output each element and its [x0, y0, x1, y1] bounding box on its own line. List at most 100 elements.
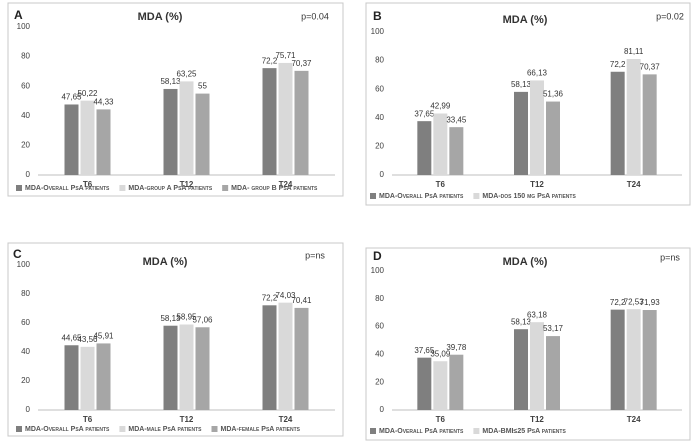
- y-tick-label: 20: [21, 376, 30, 385]
- value-label: 75,71: [275, 51, 296, 60]
- value-label: 63,18: [527, 310, 548, 319]
- bar: [96, 343, 111, 410]
- x-tick-label: T24: [627, 180, 641, 189]
- legend-swatch: [370, 193, 376, 199]
- value-label: 58,13: [511, 80, 532, 89]
- x-tick-label: T12: [530, 415, 544, 424]
- value-label: 58,95: [176, 313, 197, 322]
- value-label: 39,78: [446, 343, 467, 352]
- y-tick-label: 80: [375, 56, 384, 65]
- value-label: 71,93: [640, 298, 661, 307]
- bar: [64, 345, 79, 410]
- bar: [195, 93, 210, 175]
- y-tick-label: 60: [21, 81, 30, 90]
- value-label: 50,22: [77, 89, 98, 98]
- value-label: 58,13: [160, 314, 181, 323]
- value-label: 57,06: [192, 315, 213, 324]
- value-label: 74,03: [275, 291, 296, 300]
- legend-label: MDA- group B PsA patients: [231, 185, 318, 192]
- y-tick-label: 0: [26, 405, 31, 414]
- chart-title: MDA (%): [503, 256, 548, 268]
- legend-swatch: [473, 193, 480, 199]
- y-tick-label: 40: [375, 350, 384, 359]
- legend-label: MDA-dos 150 mg PsA patients: [482, 193, 576, 200]
- bar: [449, 354, 464, 410]
- bar: [163, 88, 178, 175]
- value-label: 72,53: [624, 297, 645, 306]
- y-tick-label: 20: [375, 142, 384, 151]
- bar: [530, 80, 544, 175]
- bar: [642, 74, 657, 175]
- value-label: 35,09: [430, 349, 451, 358]
- legend-label: MDA-female PsA patients: [221, 426, 301, 433]
- legend-swatch: [119, 426, 126, 432]
- bar: [449, 127, 464, 175]
- value-label: 72,2: [610, 298, 626, 307]
- y-tick-label: 80: [21, 52, 30, 61]
- x-tick-label: T6: [436, 180, 446, 189]
- bar: [278, 62, 293, 175]
- y-tick-label: 20: [21, 141, 30, 150]
- value-label: 63,25: [176, 69, 197, 78]
- y-tick-label: 0: [380, 405, 385, 414]
- y-tick-label: 0: [26, 170, 31, 179]
- legend-swatch: [370, 428, 376, 434]
- x-tick-label: T6: [83, 415, 93, 424]
- value-label: 72,2: [262, 56, 278, 65]
- value-label: 72,2: [610, 60, 626, 69]
- p-value: p=0.04: [301, 11, 329, 21]
- bar: [610, 71, 625, 175]
- legend-swatch: [16, 185, 22, 191]
- x-tick-label: T12: [530, 180, 544, 189]
- bar: [163, 325, 178, 410]
- y-tick-label: 20: [375, 377, 384, 386]
- panel-letter: D: [373, 249, 382, 263]
- x-tick-label: T12: [180, 415, 194, 424]
- bar: [96, 109, 111, 175]
- value-label: 33,45: [446, 115, 467, 124]
- bar: [417, 121, 432, 175]
- bar: [64, 104, 79, 175]
- value-label: 81,11: [624, 47, 644, 56]
- legend-swatch: [119, 185, 126, 191]
- bar: [278, 302, 293, 410]
- chart-panel: D MDA (%) p=ns 0 20 40 60 80 100 T6 T12 T24 37,65 58,…: [365, 247, 691, 441]
- legend-label: MDA-Overall PsA patients: [379, 428, 464, 435]
- value-label: 70,37: [291, 59, 312, 68]
- legend-label: MDA-Overall PsA patients: [25, 426, 110, 433]
- bar: [530, 322, 544, 410]
- legend-swatch: [16, 426, 22, 432]
- value-label: 43,56: [77, 335, 98, 344]
- bar: [80, 346, 95, 410]
- bar: [433, 113, 448, 175]
- y-tick-label: 40: [21, 347, 30, 356]
- bar: [433, 361, 448, 410]
- y-tick-label: 100: [371, 27, 385, 36]
- y-tick-label: 100: [17, 260, 31, 269]
- value-label: 44,33: [93, 98, 114, 107]
- y-tick-label: 40: [21, 111, 30, 120]
- bar: [179, 81, 194, 175]
- value-label: 53,17: [543, 324, 564, 333]
- value-label: 42,99: [430, 102, 451, 111]
- value-label: 66,13: [527, 69, 548, 78]
- bar: [262, 305, 277, 410]
- bar: [262, 68, 277, 175]
- x-tick-label: T24: [279, 415, 293, 424]
- x-tick-label: T6: [436, 415, 446, 424]
- legend-swatch: [222, 185, 229, 191]
- value-label: 37,65: [414, 109, 435, 118]
- p-value: p=ns: [305, 250, 325, 260]
- y-tick-label: 100: [17, 22, 31, 31]
- bar: [626, 309, 641, 410]
- y-tick-label: 60: [375, 84, 384, 93]
- chart-title: MDA (%): [143, 256, 188, 268]
- bar: [179, 324, 194, 410]
- bar: [626, 59, 641, 176]
- bar: [195, 327, 210, 410]
- p-value: p=0.02: [656, 11, 684, 21]
- value-label: 58,13: [511, 317, 532, 326]
- x-tick-label: T6: [83, 180, 93, 189]
